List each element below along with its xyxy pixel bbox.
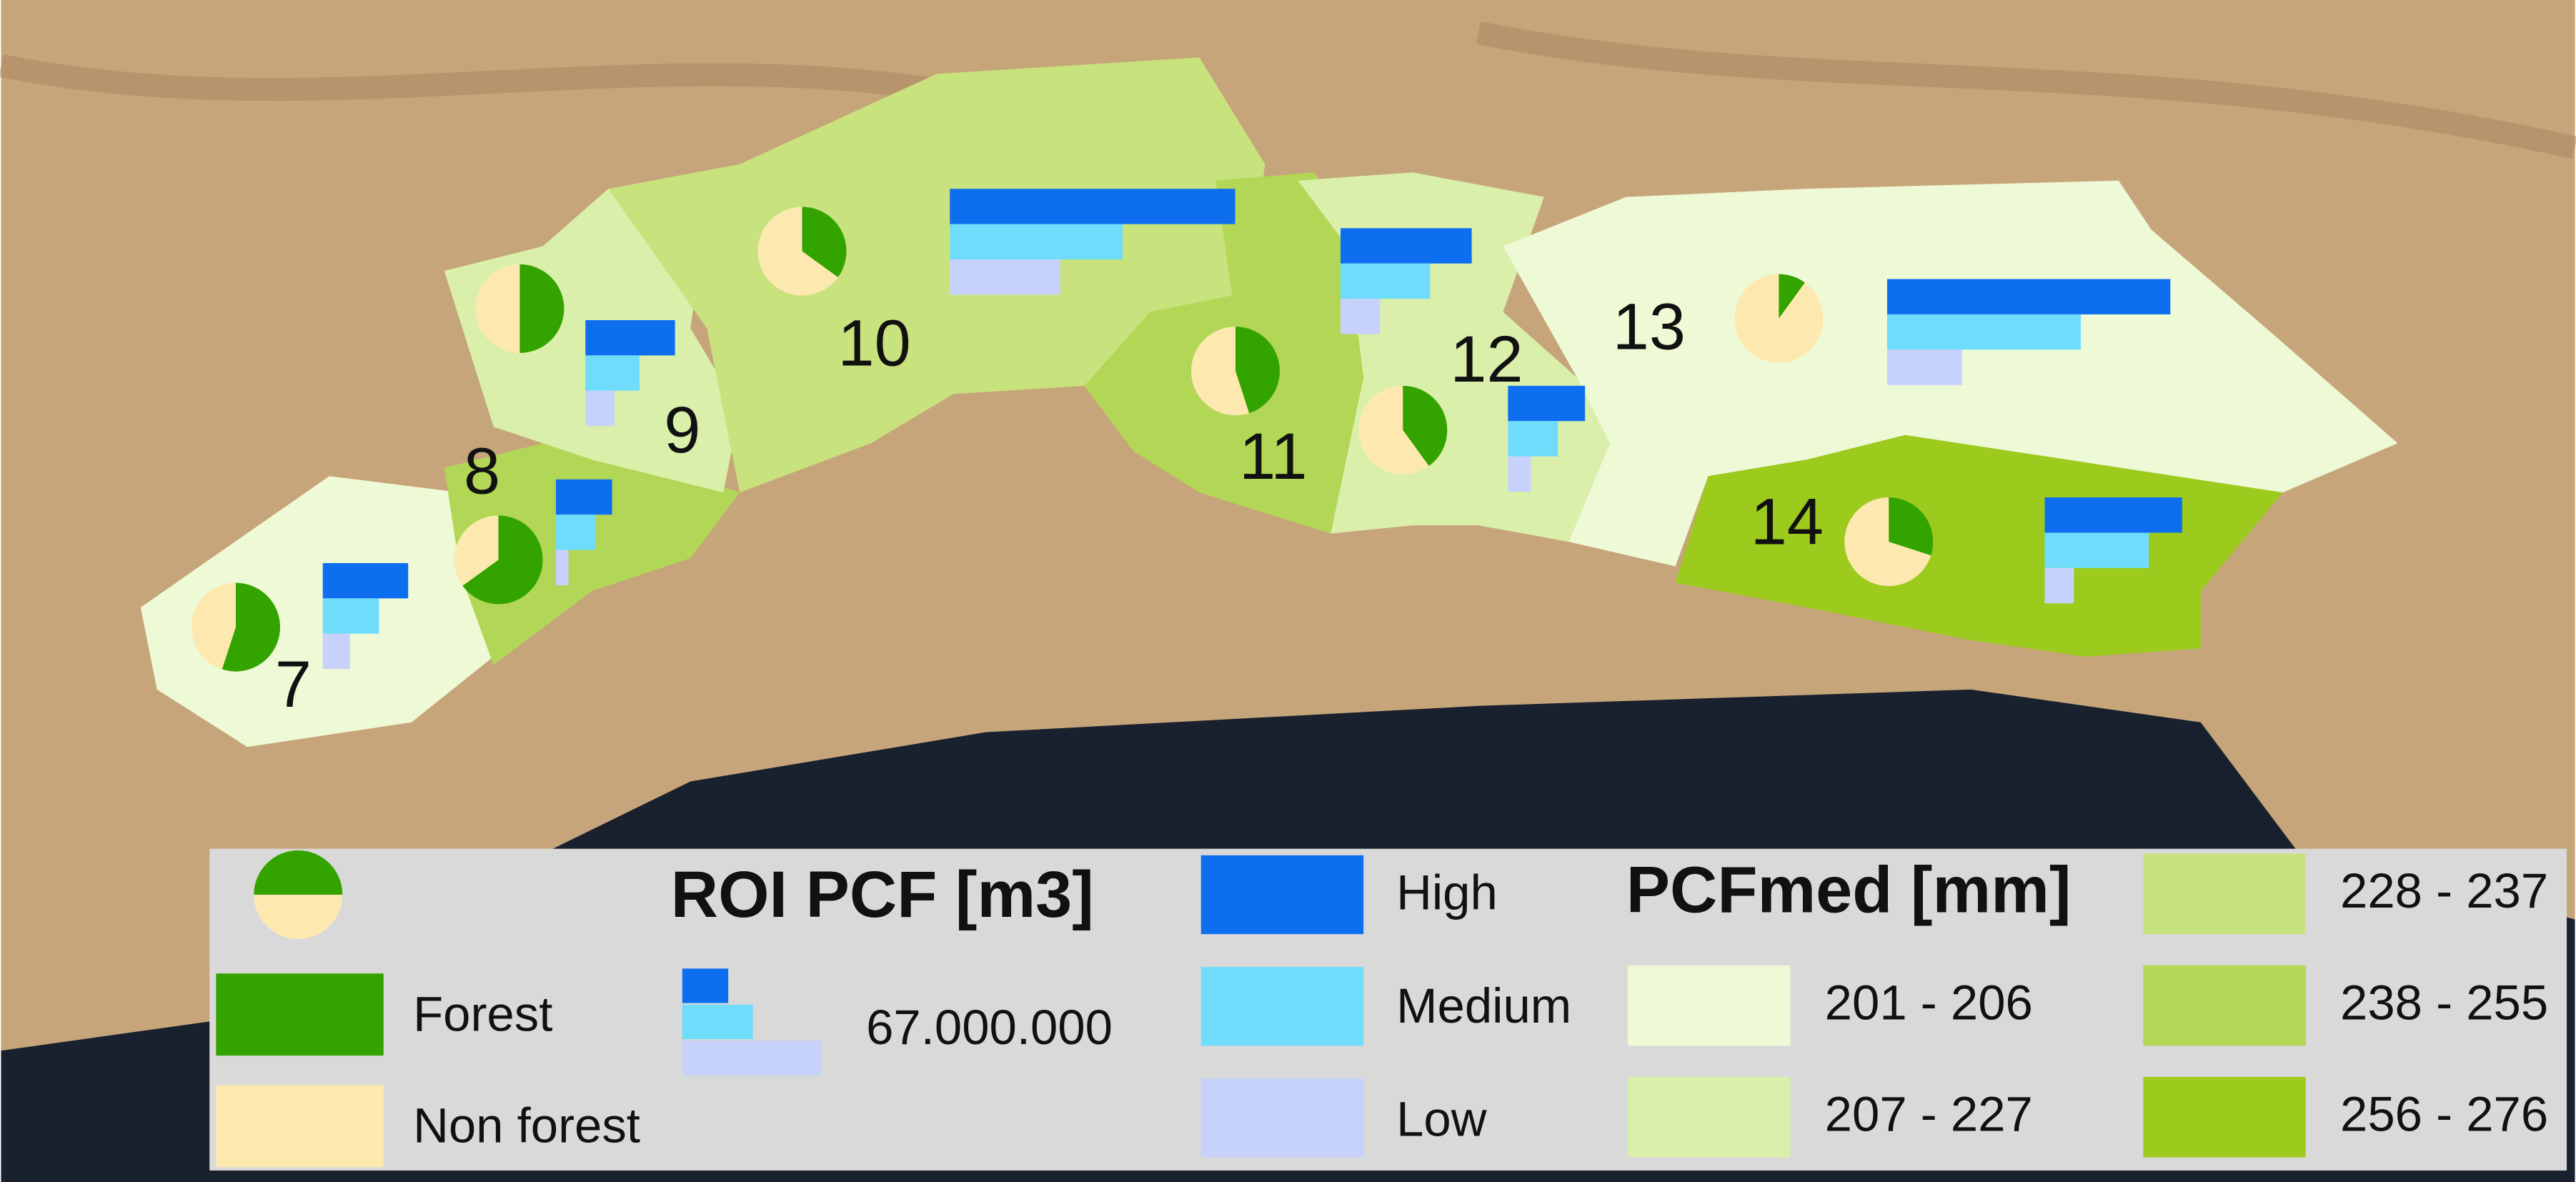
pie-forest (802, 207, 847, 277)
region-label: 9 (664, 394, 700, 467)
legend-label: Forest (413, 986, 552, 1041)
legend: ROI PCF [m3] Forest Non forest 67.000.00… (209, 848, 2567, 1171)
symbols: 7 8 9 10 11 12 13 14 (191, 189, 2182, 721)
legend-pie (254, 850, 343, 940)
pcf-bar (322, 562, 409, 599)
non-forest-swatch (216, 1085, 384, 1168)
region-label: 11 (1239, 420, 1307, 493)
legend-label: 207 - 227 (1825, 1087, 2033, 1142)
region-label: 14 (1751, 486, 1824, 559)
pcf-bar (555, 550, 569, 585)
legend-label: High (1396, 865, 1498, 920)
pie-forest (1889, 497, 1934, 556)
pcf-class-swatch (1200, 855, 1364, 935)
pie-forest (462, 515, 543, 605)
pcf-bar (1341, 299, 1381, 334)
region-area (444, 443, 740, 665)
terrain (0, 21, 2576, 159)
pcf-class-swatch (1200, 967, 1364, 1046)
pcfmed-class-swatch (2143, 1076, 2306, 1158)
pie-forest (1403, 385, 1448, 467)
legend-label: 238 - 255 (2340, 975, 2548, 1030)
pcf-bar (555, 515, 596, 550)
legend-title: PCFmed [mm] (1626, 853, 2072, 926)
pcf-bar (1341, 263, 1431, 299)
pcfmed-class-swatch (1628, 965, 1791, 1046)
pcfmed-class-swatch (1628, 1076, 1791, 1158)
region-label: 7 (275, 648, 312, 721)
legend-scale-bar (682, 968, 729, 1003)
scale-label: 67.000.000 (866, 1000, 1113, 1055)
legend-label: 256 - 276 (2340, 1087, 2548, 1142)
pie-forest (222, 582, 281, 672)
pcf-bar (555, 479, 612, 515)
legend-label: Non forest (413, 1098, 640, 1153)
pcf-bar (585, 319, 675, 356)
pcf-bar (1508, 421, 1558, 457)
region-label: 10 (837, 307, 910, 379)
pcfmed-class-swatch (2143, 965, 2306, 1046)
pcf-bar (950, 189, 1235, 224)
pie-non-forest (1734, 274, 1824, 363)
legend-title: ROI PCF [m3] (671, 858, 1094, 931)
region-area (140, 476, 494, 748)
pcf-bar (1508, 456, 1531, 492)
pcf-bar (950, 224, 1123, 259)
pcf-bar (1886, 279, 2171, 314)
legend-pie-forest (254, 850, 343, 895)
pie-forest (519, 264, 565, 353)
pcf-bar (2044, 497, 2182, 533)
pcfmed-class-swatch (2143, 853, 2306, 935)
pcf-bar (2044, 567, 2074, 604)
pcf-bar (585, 355, 640, 391)
legend-scale-bar (682, 1004, 753, 1040)
region-label: 13 (1613, 290, 1686, 363)
pie-forest (1779, 274, 1805, 319)
pcf-bar (1341, 228, 1472, 264)
pcf-bar (322, 633, 350, 670)
pie-forest (1235, 327, 1280, 414)
pcf-class-swatch (1200, 1078, 1364, 1158)
pcf-bar (2044, 532, 2149, 568)
legend-label: 201 - 206 (1825, 975, 2033, 1030)
legend-label: Low (1396, 1092, 1487, 1147)
region-area (1675, 434, 2283, 657)
legend-label: 228 - 237 (2340, 863, 2548, 918)
pcf-bar (1508, 385, 1586, 422)
pcf-bar (1886, 349, 1962, 385)
region-label: 8 (464, 434, 500, 507)
forest-swatch (216, 973, 384, 1056)
region-label: 12 (1450, 323, 1523, 396)
pcf-bar (585, 390, 615, 427)
pcf-bar (950, 259, 1060, 295)
legend-label: Medium (1396, 978, 1571, 1033)
pcf-bar (1886, 314, 2082, 350)
pcf-bar (322, 598, 379, 634)
region-area (608, 57, 1265, 493)
legend-scale-bar (682, 1041, 822, 1076)
